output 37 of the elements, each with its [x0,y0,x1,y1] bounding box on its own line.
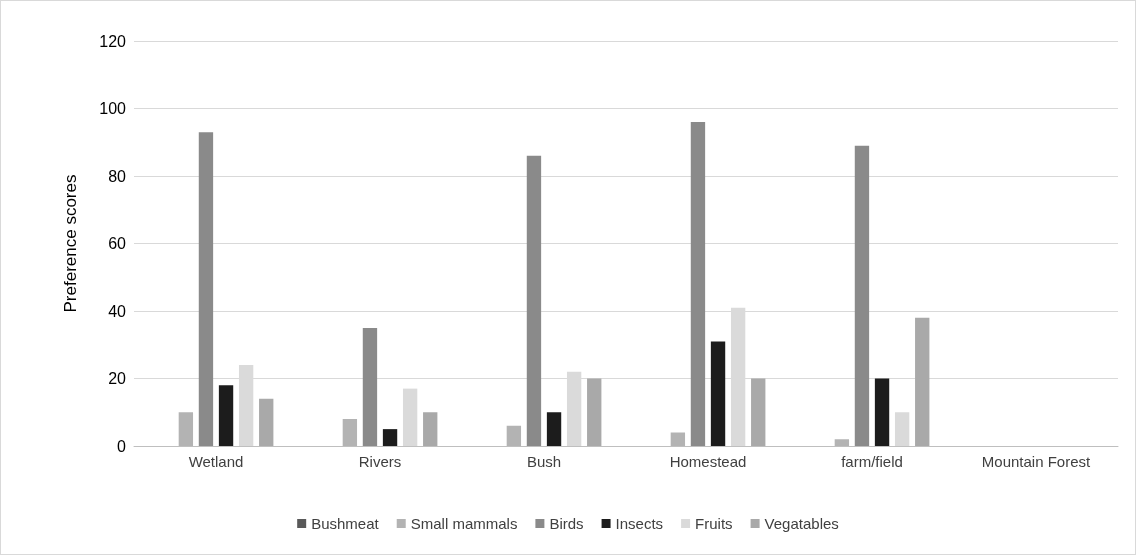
bar [587,378,602,446]
bar [710,341,726,446]
y-tick-label: 80 [108,167,127,185]
legend-label: Small mammals [410,515,518,532]
y-tick-label: 20 [108,370,127,387]
y-tick-label: 40 [108,302,127,320]
bar [526,155,542,446]
bar [751,378,766,446]
y-tick-label: 0 [117,437,127,455]
legend-label: Fruits [695,515,733,532]
bar [874,378,890,446]
bar [402,388,418,446]
bar [423,412,438,446]
x-tick-label: Wetland [188,453,244,470]
legend-label: Birds [549,515,584,532]
bar [198,132,214,446]
y-tick-label: 60 [108,235,127,252]
y-axis-title: Preference scores [61,174,80,313]
legend-label: Insects [615,515,664,532]
y-tick-label: 120 [99,32,127,50]
bar [854,145,870,446]
legend-label: Vegatables [764,515,839,532]
bar [218,385,234,446]
legend-label: Bushmeat [311,515,380,532]
y-tick-label: 100 [99,100,127,117]
bar [382,429,398,446]
x-tick-label: Mountain Forest [981,453,1092,470]
bar [894,412,910,446]
x-tick-label: Homestead [669,453,747,470]
x-tick-label: Bush [526,453,562,470]
bar [259,398,274,446]
x-tick-label: farm/field [841,453,903,470]
bar [915,317,930,446]
bar [690,122,706,446]
x-tick-label: Rivers [358,453,402,470]
bar [362,327,378,446]
bar [546,412,562,446]
